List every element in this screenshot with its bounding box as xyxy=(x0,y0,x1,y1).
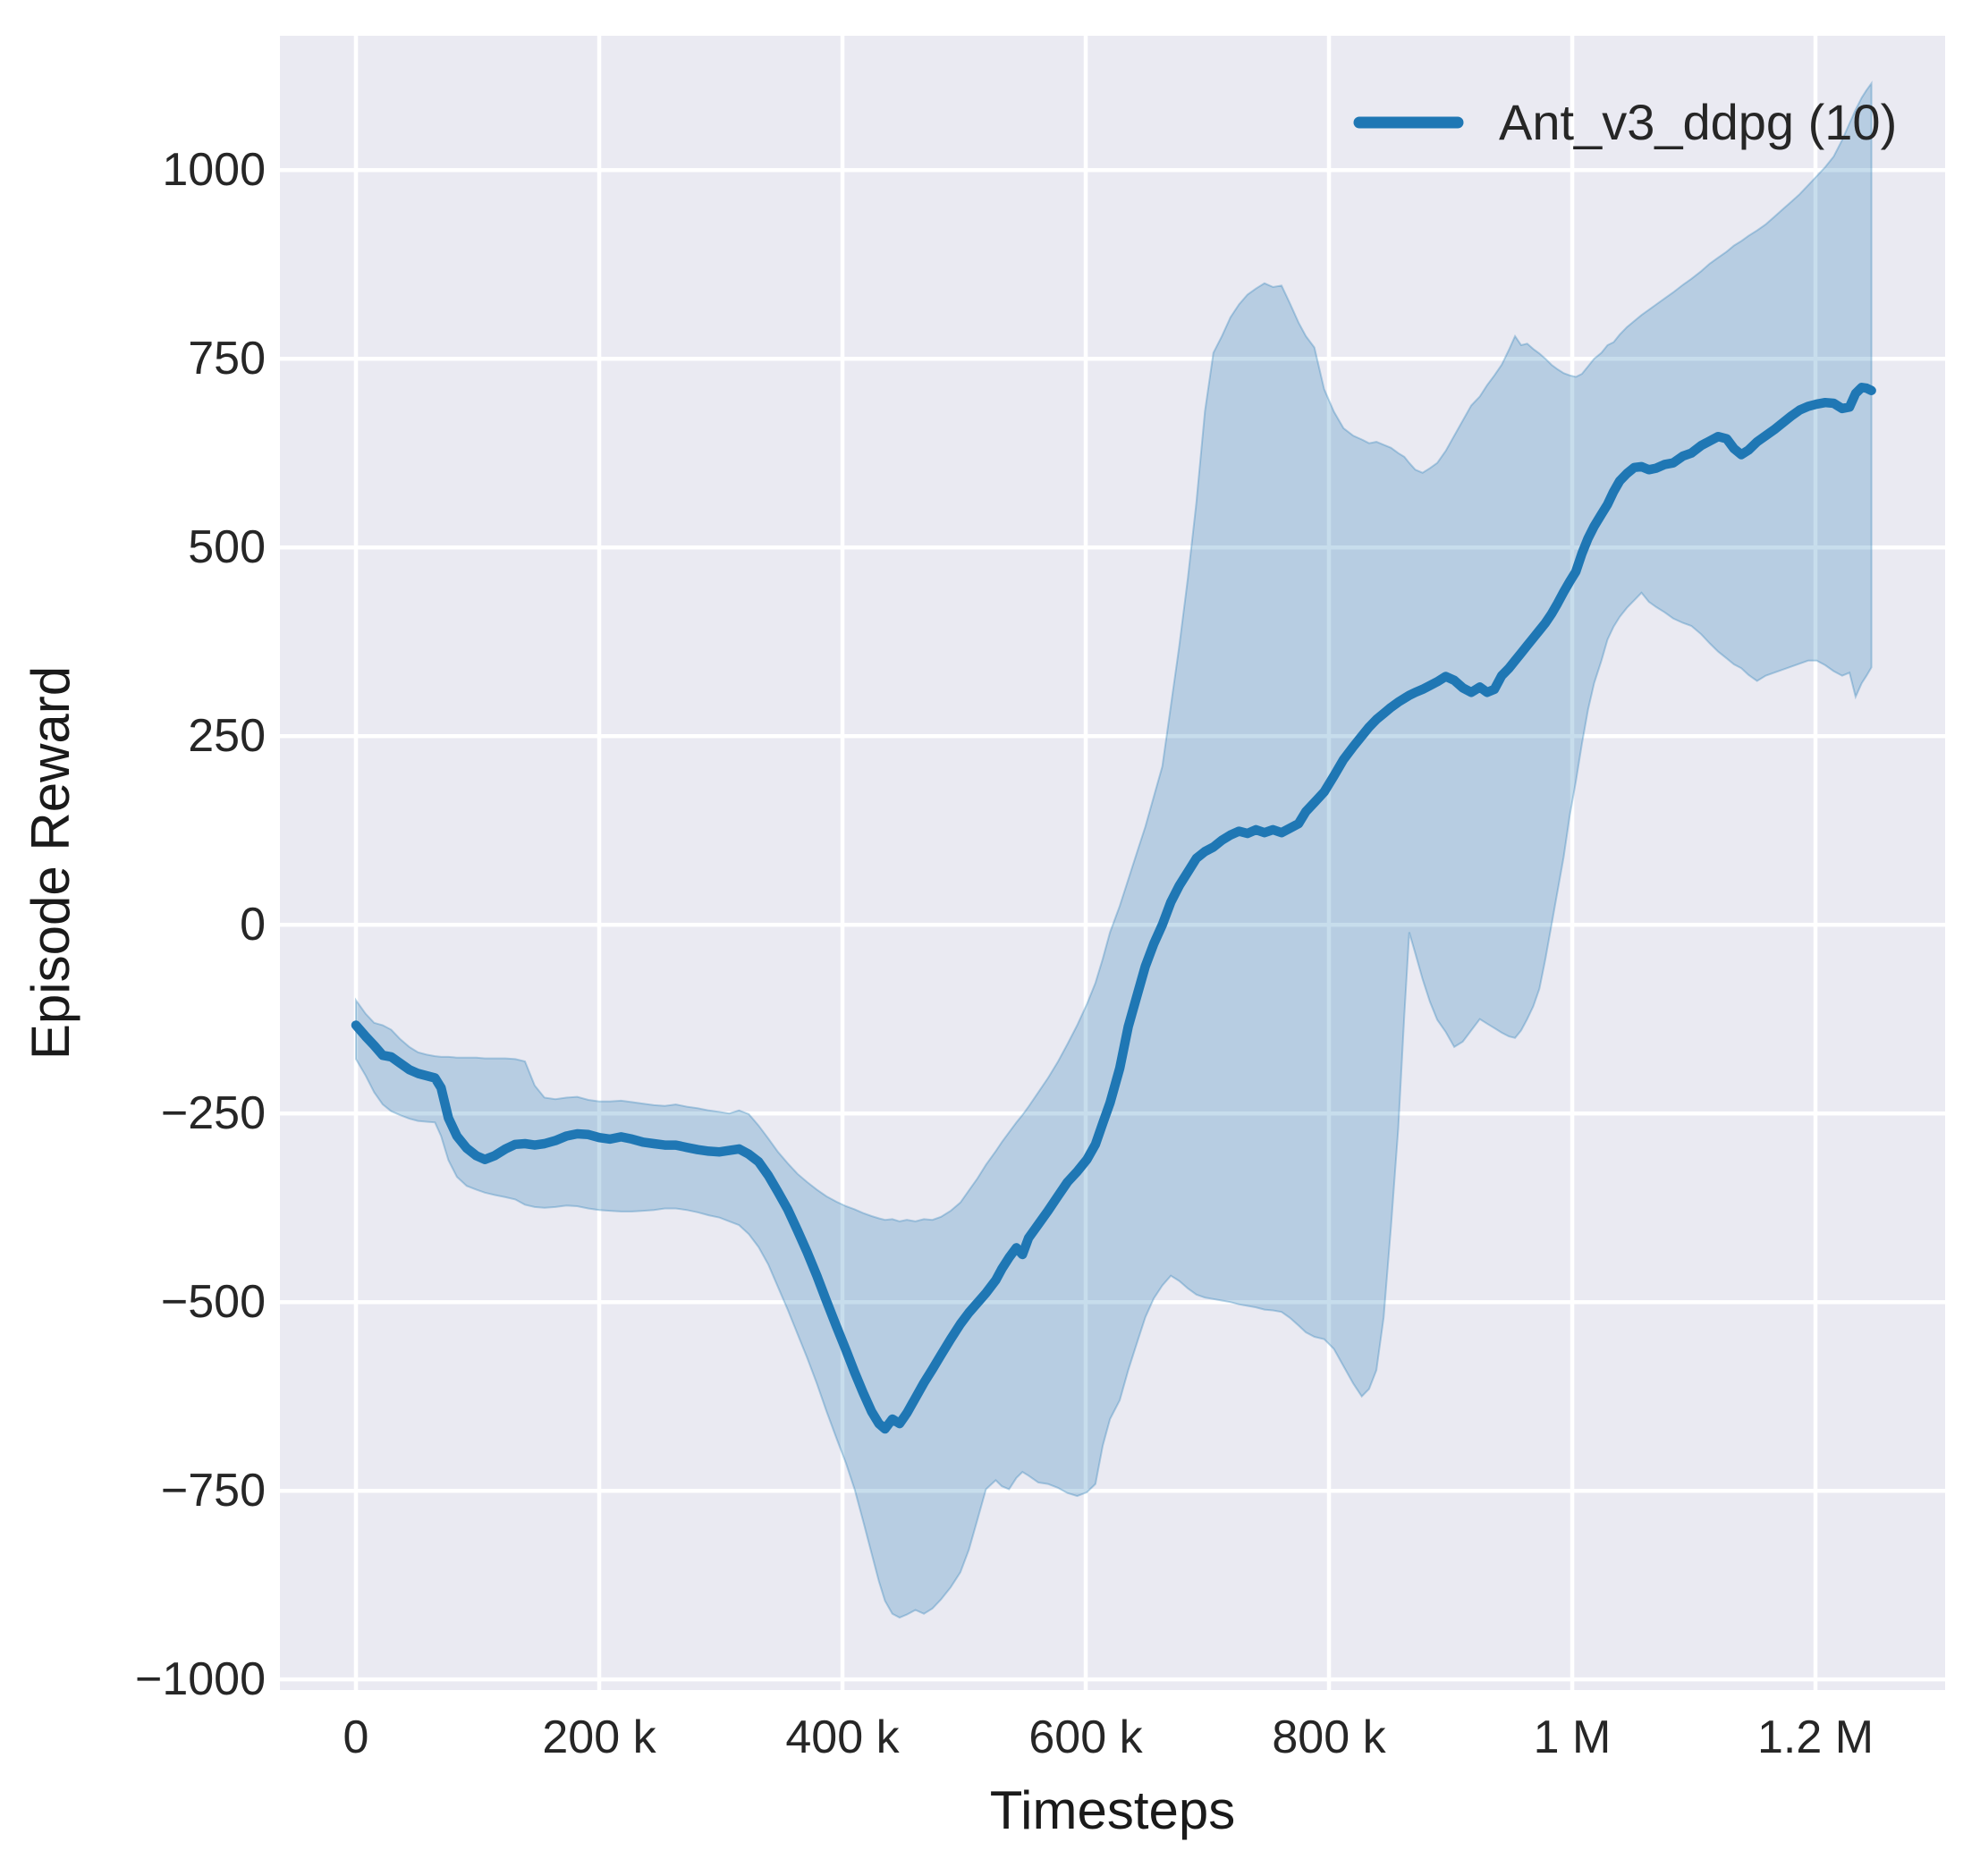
x-tick-label: 0 xyxy=(343,1711,369,1763)
y-tick-label: −750 xyxy=(160,1465,266,1517)
y-tick-label: −1000 xyxy=(134,1653,266,1706)
y-tick-label: 0 xyxy=(240,899,266,951)
mean-line xyxy=(351,383,1876,1434)
y-tick-label: 1000 xyxy=(162,144,266,197)
plot-area xyxy=(280,36,1945,1690)
x-tick-label: 600 k xyxy=(1028,1711,1143,1763)
confidence-band xyxy=(355,80,1873,1619)
x-tick-label: 800 k xyxy=(1272,1711,1386,1763)
legend-line-icon xyxy=(1353,116,1464,129)
y-tick-label: 500 xyxy=(188,521,266,574)
x-tick-label: 1 M xyxy=(1533,1711,1612,1763)
y-tick-label: −500 xyxy=(160,1276,266,1329)
legend-entry-label: Ant_v3_ddpg (10) xyxy=(1499,94,1898,150)
x-tick-label: 1.2 M xyxy=(1756,1711,1874,1763)
y-tick-label: 750 xyxy=(188,333,266,385)
x-tick-label: 400 k xyxy=(785,1711,900,1763)
legend: Ant_v3_ddpg (10) xyxy=(1352,94,1897,151)
x-tick-label: 200 k xyxy=(542,1711,656,1763)
x-axis-label: Timesteps xyxy=(989,1780,1236,1840)
y-tick-label: −250 xyxy=(160,1087,266,1140)
y-tick-label: 250 xyxy=(188,710,266,763)
